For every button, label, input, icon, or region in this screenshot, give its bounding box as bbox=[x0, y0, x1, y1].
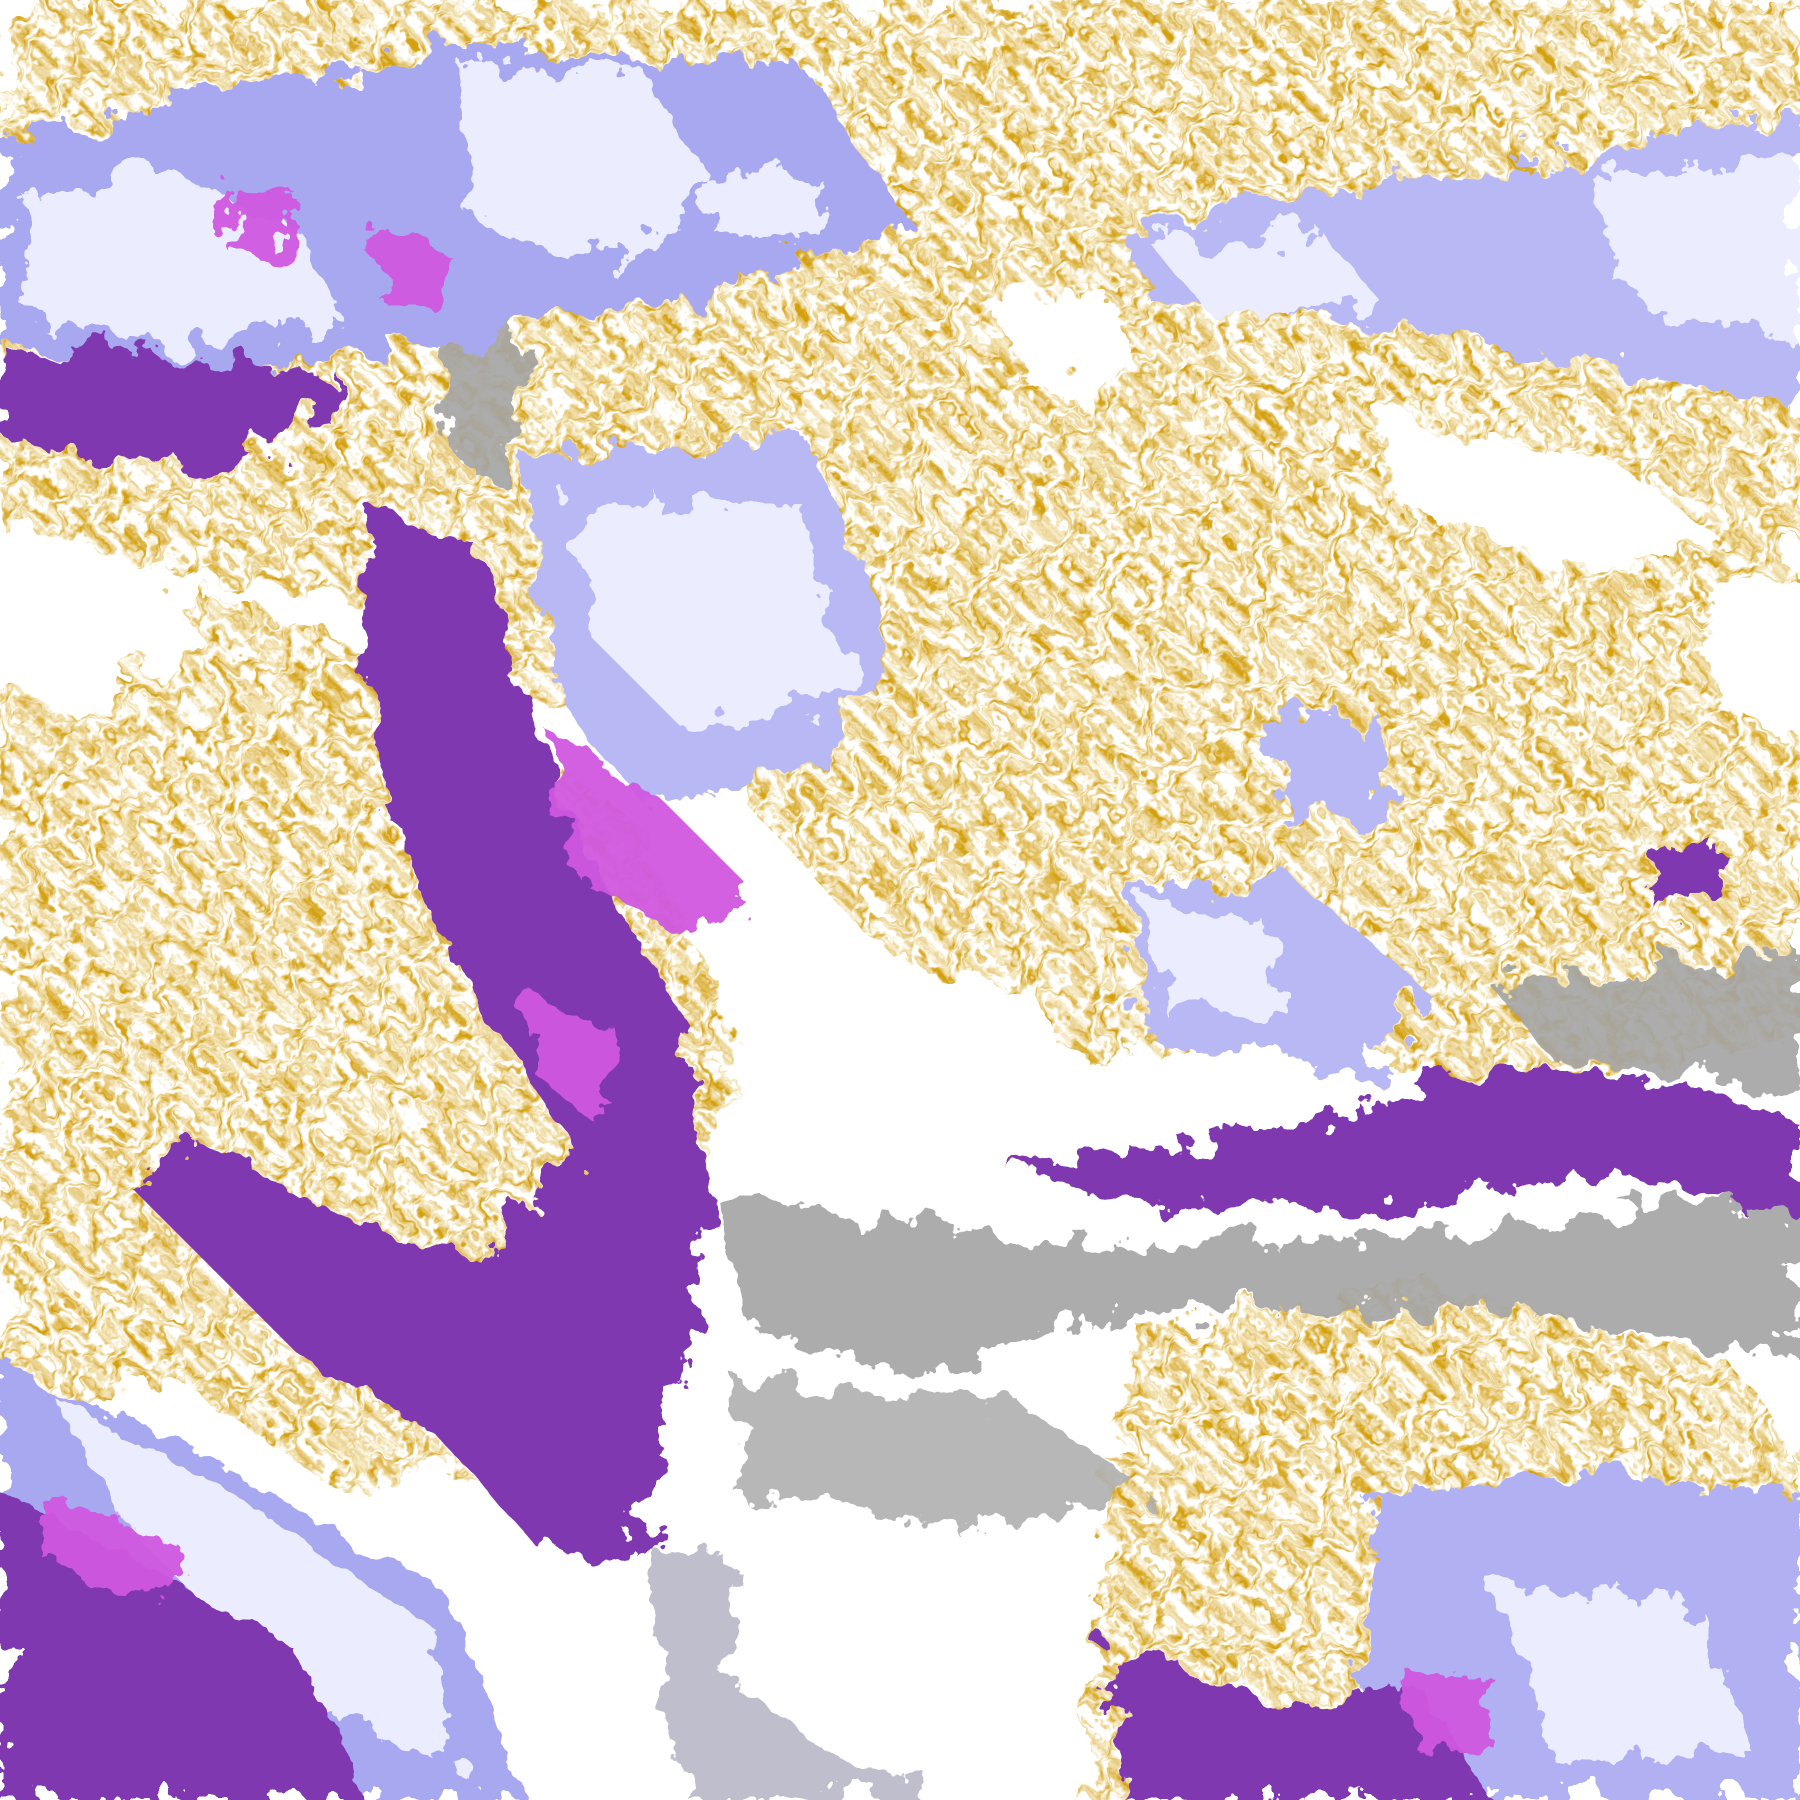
clear-sky-gaps bbox=[0, 286, 1800, 1791]
magenta-cloud-layer bbox=[45, 183, 1493, 1757]
